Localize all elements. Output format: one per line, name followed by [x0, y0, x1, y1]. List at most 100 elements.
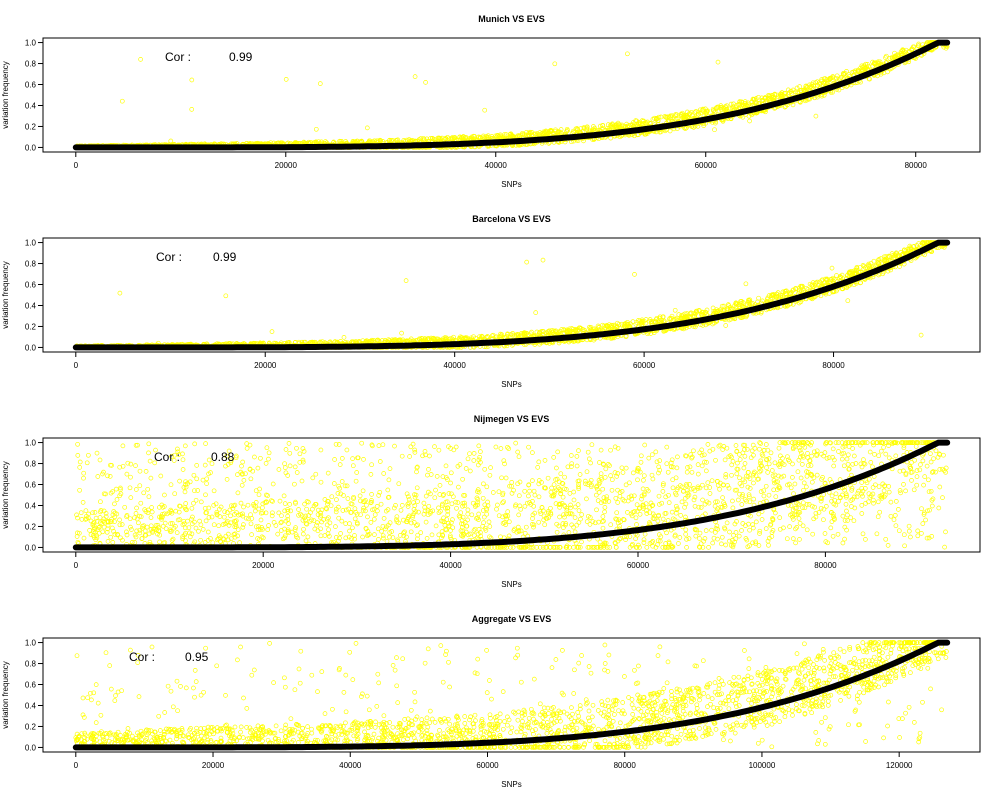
scatter-point — [668, 113, 674, 119]
scatter-point — [801, 287, 807, 293]
y-tick-label: 0.4 — [25, 101, 37, 110]
chart-title: Barcelona VS EVS — [472, 214, 551, 224]
scatter-point — [911, 44, 917, 50]
scatter-point — [810, 280, 816, 285]
scatter-point — [876, 59, 881, 65]
scatter-point — [809, 84, 815, 90]
scatter-point — [540, 257, 546, 263]
scatter-point — [826, 77, 832, 83]
scatter-point — [462, 335, 468, 341]
scatter-point — [895, 52, 901, 58]
scatter-point — [323, 139, 328, 144]
x-tick-label: 60000 — [695, 161, 718, 170]
scatter-point — [830, 275, 836, 281]
scatter-point — [674, 112, 680, 118]
scatter-point — [858, 65, 863, 71]
scatter-point — [834, 288, 839, 294]
scatter-point — [423, 80, 428, 85]
scatter-point — [449, 135, 455, 140]
scatter-point — [838, 75, 844, 80]
scatter-point — [697, 110, 703, 116]
scatter-point — [526, 130, 532, 136]
scatter-point — [591, 326, 596, 332]
scatter-point — [746, 297, 751, 303]
scatter-point — [472, 134, 477, 139]
scatter-point — [765, 93, 771, 98]
scatter-point — [739, 100, 745, 105]
scatter-point — [870, 63, 876, 69]
scatter-point — [604, 323, 610, 328]
scatter-point — [861, 63, 867, 69]
y-tick-label: 0.8 — [25, 60, 37, 69]
scatter-point — [269, 329, 275, 334]
scatter-point — [574, 126, 580, 131]
scatter-point — [723, 106, 729, 112]
scatter-point — [667, 128, 673, 134]
scatter-point — [601, 323, 607, 329]
scatter-point — [589, 127, 595, 133]
scatter-point — [632, 133, 637, 139]
scatter-point — [654, 116, 660, 122]
scatter-point — [692, 310, 698, 316]
plot-area — [72, 39, 951, 151]
scatter-point — [882, 258, 887, 264]
scatter-point — [849, 70, 855, 75]
scatter-point — [782, 104, 788, 110]
scatter-point — [636, 318, 641, 323]
scatter-point — [581, 125, 587, 130]
scatter-point — [928, 249, 934, 255]
scatter-point — [386, 337, 391, 343]
scatter-point — [662, 114, 668, 119]
scatter-point — [695, 124, 701, 129]
scatter-point — [505, 332, 510, 337]
scatter-point — [902, 49, 908, 55]
scatter-point — [788, 291, 793, 297]
scatter-point — [499, 332, 505, 337]
scatter-point — [703, 106, 708, 112]
scatter-point — [785, 87, 791, 93]
scatter-point — [541, 129, 546, 135]
scatter-point — [356, 339, 362, 344]
scatter-point — [117, 290, 123, 296]
scatter-point — [844, 69, 849, 74]
scatter-point — [778, 292, 784, 298]
scatter-point — [783, 288, 788, 294]
scatter-point — [641, 119, 646, 124]
scatter-point — [510, 331, 516, 336]
scatter-point — [790, 87, 796, 93]
y-tick-label: 0.6 — [25, 81, 37, 90]
scatter-point — [897, 264, 902, 269]
scatter-point — [744, 302, 750, 307]
x-tick-label: 0 — [74, 161, 79, 170]
scatter-point — [546, 129, 552, 134]
y-tick-label: 0.0 — [25, 143, 37, 152]
scatter-point — [781, 91, 787, 96]
scatter-point — [725, 302, 731, 307]
scatter-point — [484, 135, 490, 141]
scatter-point — [712, 308, 718, 314]
scatter-point — [838, 275, 844, 280]
scatter-point — [316, 139, 321, 145]
scatter-point — [793, 286, 799, 291]
evs-curve — [72, 39, 951, 151]
scatter-point — [782, 289, 788, 294]
scatter-point — [595, 323, 601, 329]
chart-title: Munich VS EVS — [478, 14, 545, 24]
scatter-point — [747, 118, 752, 124]
x-axis-label: SNPs — [501, 180, 521, 189]
scatter-point — [740, 114, 746, 120]
scatter-point — [822, 81, 827, 86]
scatter-point — [737, 99, 743, 105]
scatter-point — [827, 76, 833, 82]
scatter-point — [821, 92, 827, 98]
scatter-point — [485, 334, 490, 339]
scatter-point — [883, 53, 889, 59]
scatter-point — [691, 125, 697, 130]
x-tick-label: 20000 — [275, 161, 298, 170]
scatter-point — [459, 135, 465, 141]
scatter-point — [883, 253, 889, 259]
scatter-point — [824, 278, 830, 283]
scatter-points — [73, 40, 950, 150]
scatter-point — [420, 135, 426, 141]
